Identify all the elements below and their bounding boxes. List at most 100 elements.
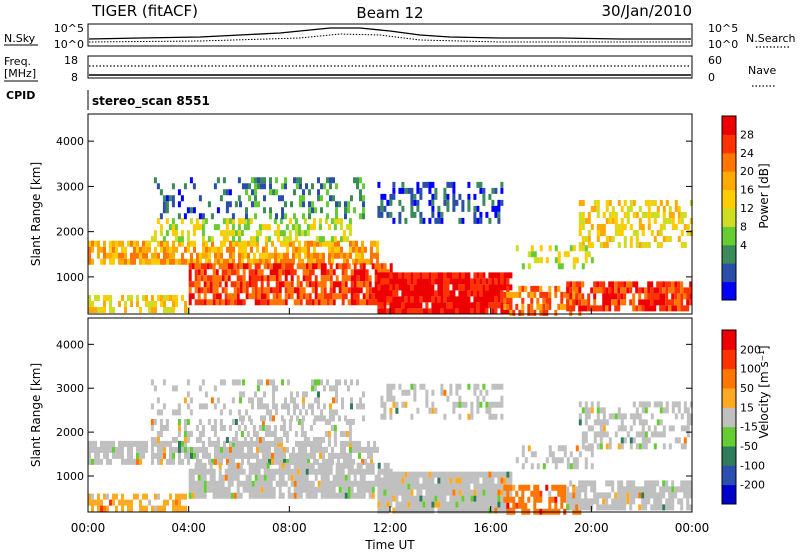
echo-cells xyxy=(239,379,320,404)
velocity-ytick-label: 2000 xyxy=(56,426,84,439)
nave-tick-top: 60 xyxy=(708,54,722,67)
echo-cells xyxy=(139,440,373,465)
velocity-colorbar: 200 100 50 15 -15 -50 -100 -200 xyxy=(721,329,765,505)
freq-tick-bottom: 8 xyxy=(71,71,78,84)
echo-cells xyxy=(225,419,238,443)
velocity-data-cells xyxy=(88,379,693,515)
velocity-y-label: Slant Range [km] xyxy=(29,363,43,467)
cpid-label: CPID xyxy=(6,89,35,102)
beam-title: Beam 12 xyxy=(356,4,423,22)
echo-cells xyxy=(566,281,687,312)
echo-cells xyxy=(578,401,693,450)
velocity-colorbar-tick: -100 xyxy=(740,459,765,472)
velocity-colorbar-segment xyxy=(722,388,736,408)
echo-cells xyxy=(239,379,365,422)
power-colorbar-segment xyxy=(722,171,736,191)
velocity-colorbar-segment xyxy=(722,349,736,370)
echo-cells xyxy=(683,437,687,444)
echo-cells xyxy=(377,471,513,514)
freq-tick-top: 18 xyxy=(64,54,78,67)
echo-cells xyxy=(150,419,355,443)
velocity-colorbar-label: Velocity [m s⁻¹] xyxy=(757,345,771,438)
freq-unit: [MHz] xyxy=(4,67,36,80)
echo-cells xyxy=(377,272,513,315)
power-colorbar-segment xyxy=(722,281,736,301)
x-tick-label: 16:00 xyxy=(473,521,508,535)
velocity-colorbar-tick: -200 xyxy=(740,479,765,492)
power-colorbar-segment xyxy=(722,116,736,135)
echo-cells xyxy=(302,397,332,410)
echo-cells xyxy=(566,281,693,312)
echo-cells xyxy=(188,263,393,306)
x-tick-label: 12:00 xyxy=(373,521,408,535)
echo-cells xyxy=(542,463,573,470)
velocity-ytick-label: 3000 xyxy=(56,382,84,395)
power-colorbar-tick: 24 xyxy=(740,147,754,160)
power-colorbar-tick: 28 xyxy=(740,128,754,141)
x-tick-label: 00:00 xyxy=(675,521,710,535)
radar-title: TIGER (fitACF) xyxy=(91,2,198,20)
velocity-colorbar-tick: 200 xyxy=(740,343,761,356)
echo-cells xyxy=(245,177,365,220)
nsearch-tick-bottom: 10^0 xyxy=(708,38,738,51)
velocity-colorbar-tick: -50 xyxy=(740,440,758,453)
echo-cells xyxy=(91,295,184,313)
power-colorbar-tick: 8 xyxy=(740,220,747,233)
x-tick-label: 20:00 xyxy=(574,521,609,535)
power-colorbar-tick: 20 xyxy=(740,165,754,178)
echo-cells xyxy=(503,285,576,316)
x-tick-label: 04:00 xyxy=(171,521,206,535)
echo-cells xyxy=(395,407,399,414)
power-colorbar-segment xyxy=(722,134,736,154)
nsearch-label: N.Search xyxy=(746,32,796,45)
echo-cells xyxy=(88,240,379,265)
echo-cells xyxy=(578,200,693,248)
echo-cells xyxy=(239,177,365,220)
echo-cells xyxy=(377,471,507,514)
echo-cells xyxy=(503,285,582,316)
velocity-colorbar-tick: 15 xyxy=(740,401,754,414)
echo-cells xyxy=(91,240,376,265)
power-colorbar-frame xyxy=(721,115,737,301)
power-y-label: Slant Range [km] xyxy=(29,162,43,266)
echo-cells xyxy=(443,389,447,396)
power-ytick-label: 2000 xyxy=(56,226,84,239)
power-data-cells xyxy=(88,177,693,316)
echo-cells xyxy=(515,445,594,470)
velocity-colorbar-segment xyxy=(722,330,736,350)
echo-cells xyxy=(88,295,187,313)
velocity-colorbar-tick: 100 xyxy=(740,363,761,376)
echo-cells xyxy=(150,218,352,243)
velocity-colorbar-tick: -15 xyxy=(740,421,758,434)
echo-cells xyxy=(530,245,588,264)
velocity-colorbar-segment xyxy=(722,407,736,428)
echo-cells xyxy=(641,492,666,511)
power-ytick-label: 3000 xyxy=(56,180,84,193)
velocity-colorbar-frame xyxy=(721,329,737,505)
echo-cells xyxy=(377,272,510,315)
power-x-ticks xyxy=(87,308,693,314)
velocity-colorbar-segment xyxy=(722,465,736,486)
nsky-tick-bottom: 10^0 xyxy=(54,38,84,51)
echo-cells xyxy=(150,379,241,416)
velocity-x-axis: 00:00 04:00 08:00 12:00 16:00 20:00 00:00 xyxy=(71,506,710,535)
echo-cells xyxy=(548,490,552,497)
power-colorbar: 28 24 20 16 12 8 4 xyxy=(721,115,754,301)
power-y-axis: 1000 2000 3000 4000 xyxy=(56,135,692,284)
velocity-y-axis: 1000 2000 3000 4000 xyxy=(56,338,692,483)
echo-cells xyxy=(410,383,489,408)
velocity-colorbar-segment xyxy=(722,368,736,389)
echo-cells xyxy=(503,285,582,316)
echo-cells xyxy=(419,471,510,508)
echo-cells xyxy=(245,177,365,220)
nsky-trace xyxy=(88,27,691,40)
cpid-value: stereo_scan 8551 xyxy=(92,94,210,109)
power-colorbar-label: Power [dB] xyxy=(757,163,771,228)
nsearch-trace xyxy=(88,33,691,43)
velocity-ytick-label: 4000 xyxy=(56,338,84,351)
power-panel: 1000 2000 3000 4000 Slant Range [km] 28 24 20… xyxy=(29,113,771,316)
echo-cells xyxy=(380,383,504,420)
echo-cells xyxy=(590,407,621,450)
